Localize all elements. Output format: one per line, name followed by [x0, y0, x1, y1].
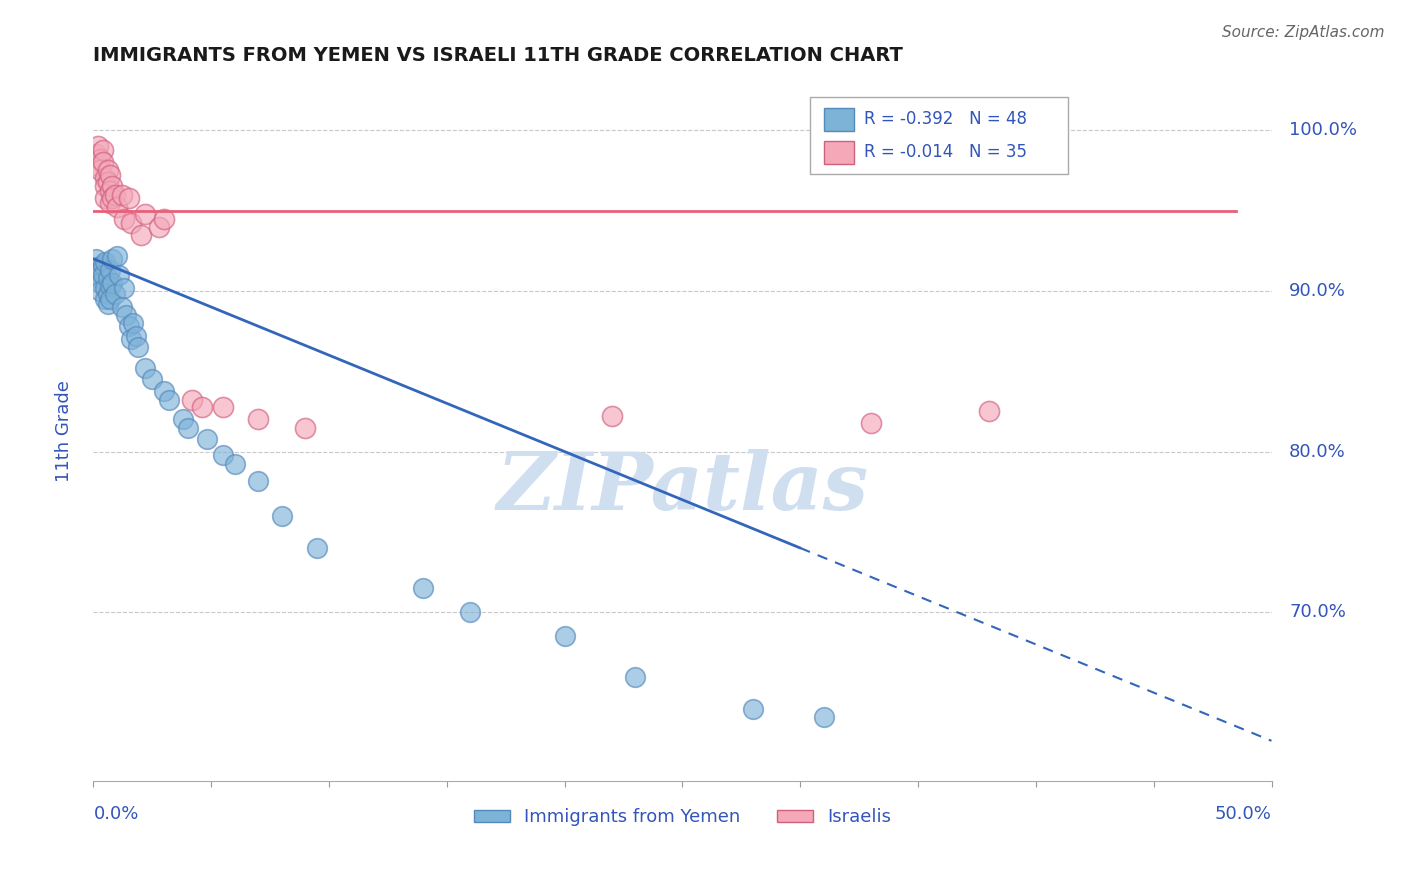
Point	[111, 187, 134, 202]
Text: 11th Grade: 11th Grade	[55, 381, 73, 483]
Point	[89, 276, 111, 290]
Point	[91, 258, 114, 272]
Text: IMMIGRANTS FROM YEMEN VS ISRAELI 11TH GRADE CORRELATION CHART: IMMIGRANTS FROM YEMEN VS ISRAELI 11TH GR…	[93, 46, 903, 65]
Point	[112, 211, 135, 226]
Point	[101, 191, 124, 205]
Point	[212, 448, 235, 462]
Point	[84, 147, 107, 161]
Point	[94, 171, 117, 186]
Point	[104, 287, 127, 301]
Point	[247, 412, 270, 426]
Text: 80.0%: 80.0%	[1289, 442, 1346, 460]
Point	[125, 329, 148, 343]
Point	[157, 393, 180, 408]
Point	[98, 184, 121, 198]
Point	[554, 629, 576, 643]
Point	[134, 207, 156, 221]
Point	[118, 191, 141, 205]
FancyBboxPatch shape	[810, 96, 1067, 174]
Point	[294, 420, 316, 434]
Point	[977, 404, 1000, 418]
Point	[742, 701, 765, 715]
Point	[101, 179, 124, 194]
Point	[104, 187, 127, 202]
Point	[91, 268, 114, 282]
Point	[115, 308, 138, 322]
Text: R = -0.392   N = 48: R = -0.392 N = 48	[863, 110, 1026, 128]
Point	[98, 279, 121, 293]
Point	[181, 393, 204, 408]
Point	[134, 361, 156, 376]
Point	[127, 340, 149, 354]
Point	[118, 319, 141, 334]
Point	[105, 200, 128, 214]
Point	[96, 175, 118, 189]
Text: ZIPatlas: ZIPatlas	[496, 449, 869, 526]
Point	[108, 268, 131, 282]
Point	[153, 211, 176, 226]
Point	[813, 709, 835, 723]
Point	[129, 227, 152, 242]
Point	[247, 474, 270, 488]
Point	[176, 420, 198, 434]
Point	[87, 159, 110, 173]
Point	[153, 384, 176, 398]
Point	[172, 412, 194, 426]
Point	[89, 284, 111, 298]
Point	[87, 271, 110, 285]
Point	[212, 400, 235, 414]
Point	[87, 139, 110, 153]
Point	[94, 191, 117, 205]
Point	[191, 400, 214, 414]
Point	[89, 152, 111, 166]
Point	[98, 168, 121, 182]
Point	[224, 458, 246, 472]
Point	[98, 263, 121, 277]
Point	[96, 163, 118, 178]
Text: 0.0%: 0.0%	[93, 805, 139, 823]
Point	[89, 163, 111, 178]
Text: R = -0.014   N = 35: R = -0.014 N = 35	[863, 143, 1026, 161]
Point	[94, 179, 117, 194]
Point	[859, 416, 882, 430]
FancyBboxPatch shape	[824, 141, 855, 164]
Point	[101, 252, 124, 266]
Point	[307, 541, 329, 555]
Point	[600, 409, 623, 424]
Point	[460, 605, 482, 619]
Point	[105, 249, 128, 263]
FancyBboxPatch shape	[824, 108, 855, 131]
Legend: Immigrants from Yemen, Israelis: Immigrants from Yemen, Israelis	[467, 801, 898, 833]
Point	[94, 255, 117, 269]
Point	[91, 143, 114, 157]
Point	[412, 581, 434, 595]
Point	[122, 316, 145, 330]
Text: 70.0%: 70.0%	[1289, 603, 1346, 622]
Point	[94, 281, 117, 295]
Point	[98, 195, 121, 210]
Point	[89, 265, 111, 279]
Point	[120, 217, 142, 231]
Point	[96, 287, 118, 301]
Point	[141, 372, 163, 386]
Point	[624, 669, 647, 683]
Point	[111, 300, 134, 314]
Text: 50.0%: 50.0%	[1215, 805, 1271, 823]
Point	[112, 281, 135, 295]
Point	[195, 432, 218, 446]
Point	[120, 332, 142, 346]
Text: Source: ZipAtlas.com: Source: ZipAtlas.com	[1222, 25, 1385, 40]
Point	[87, 260, 110, 274]
Text: 100.0%: 100.0%	[1289, 121, 1357, 139]
Point	[91, 155, 114, 169]
Point	[96, 271, 118, 285]
Point	[84, 252, 107, 266]
Point	[94, 292, 117, 306]
Text: 90.0%: 90.0%	[1289, 282, 1346, 300]
Point	[101, 276, 124, 290]
Point	[148, 219, 170, 234]
Point	[98, 292, 121, 306]
Point	[271, 508, 294, 523]
Point	[96, 297, 118, 311]
